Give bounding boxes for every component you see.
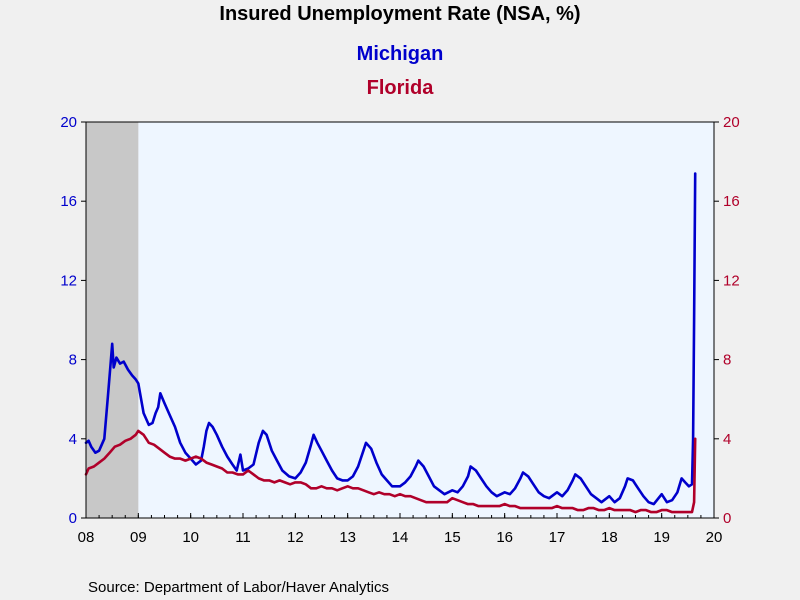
y-right-tick-label: 16 — [723, 193, 740, 210]
x-tick-label: 08 — [78, 529, 95, 546]
x-tick-label: 18 — [601, 529, 618, 546]
x-tick-label: 15 — [444, 529, 461, 546]
series-line-michigan — [84, 172, 697, 506]
recession-shading — [86, 122, 139, 518]
x-tick-label: 17 — [549, 529, 566, 546]
x-tick-label: 10 — [182, 529, 199, 546]
x-tick-label: 11 — [235, 529, 251, 546]
y-left-tick-label: 12 — [60, 272, 77, 289]
y-left-tick-label: 4 — [69, 431, 77, 448]
y-right-tick-label: 0 — [723, 510, 731, 527]
x-tick-label: 14 — [392, 529, 409, 546]
x-tick-label: 16 — [496, 529, 513, 546]
legend-michigan: Michigan — [357, 43, 444, 65]
source-note: Source: Department of Labor/Haver Analyt… — [88, 579, 389, 596]
y-left-tick-label: 8 — [69, 352, 77, 369]
plot-area — [86, 122, 714, 518]
y-right-tick-label: 8 — [723, 352, 731, 369]
x-tick-label: 13 — [339, 529, 356, 546]
chart-title: Insured Unemployment Rate (NSA, %) — [219, 3, 580, 25]
y-left-tick-label: 16 — [60, 193, 77, 210]
x-tick-label: 09 — [130, 529, 147, 546]
legend-florida: Florida — [367, 77, 435, 99]
plot-frame — [85, 121, 715, 519]
series-line-florida — [84, 429, 697, 514]
y-left-tick-label: 20 — [60, 114, 77, 131]
series-lines — [84, 172, 697, 514]
y-left-tick-label: 0 — [69, 510, 77, 527]
y-right-tick-label: 4 — [723, 431, 731, 448]
y-right-tick-label: 12 — [723, 272, 740, 289]
x-tick-label: 20 — [706, 529, 723, 546]
x-tick-label: 19 — [653, 529, 670, 546]
y-right-tick-label: 20 — [723, 114, 740, 131]
x-tick-label: 12 — [287, 529, 304, 546]
